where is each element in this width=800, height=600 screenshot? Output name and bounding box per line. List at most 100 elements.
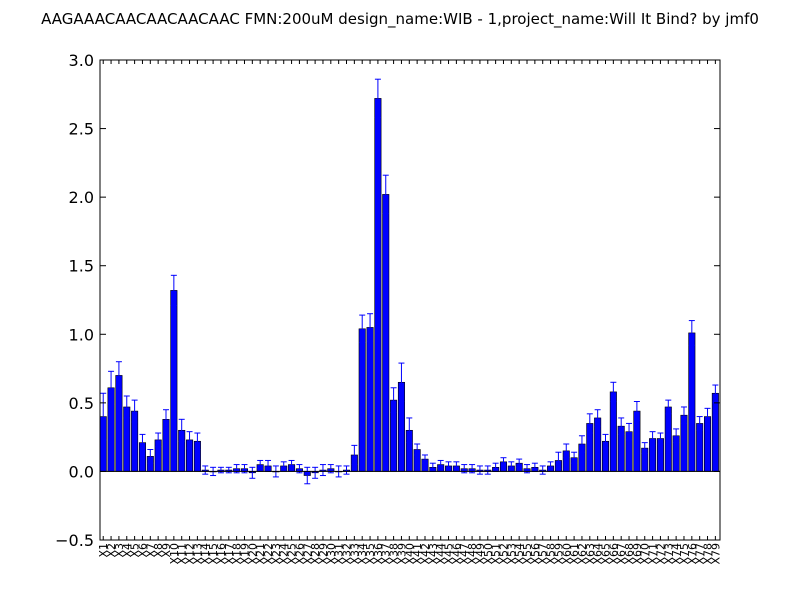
x-tick-label: X79	[709, 543, 722, 565]
x-tick-label: X42	[419, 543, 432, 565]
x-tick-label: X62	[576, 543, 589, 565]
error-bar-X41	[414, 443, 421, 456]
x-tick-label: X76	[686, 543, 699, 565]
x-tick-label: X31	[333, 543, 346, 565]
bar-X37	[382, 194, 390, 472]
error-bar-X35	[367, 313, 374, 342]
error-bar-X39	[398, 362, 405, 402]
error-bar-X44	[437, 459, 444, 470]
x-tick-label: X29	[317, 543, 330, 565]
y-tick-label: 2.5	[69, 120, 94, 139]
error-bar-X54	[516, 458, 523, 468]
y-tick-label: 3.0	[69, 51, 94, 70]
error-bar-X32	[343, 465, 350, 475]
error-bar-X36	[374, 78, 381, 119]
x-tick-label: X19	[238, 543, 251, 565]
error-bar-X63	[586, 413, 593, 434]
error-bar-X70	[641, 442, 648, 455]
x-tick-label: X5	[129, 543, 142, 558]
x-tick-label: X41	[411, 543, 424, 565]
x-tick-label: X11	[176, 543, 189, 565]
error-bar-X5	[131, 399, 138, 423]
y-tick-label: −0.5	[55, 531, 94, 550]
error-bar-X6	[139, 433, 146, 452]
x-tick-label: X30	[325, 543, 338, 565]
x-tick-label: X50	[482, 543, 495, 565]
error-bar-X7	[147, 448, 154, 464]
x-tick-label: X24	[278, 543, 291, 565]
error-bar-X76	[688, 320, 695, 346]
x-tick-label: X45	[443, 543, 456, 565]
x-tick-label: X23	[270, 543, 283, 565]
error-bar-X60	[563, 443, 570, 459]
x-tick-label: X49	[474, 543, 487, 565]
error-bar-X10	[170, 274, 177, 306]
error-bar-X73	[665, 399, 672, 415]
x-tick-label: X72	[654, 543, 667, 565]
x-tick-label: X3	[113, 543, 126, 558]
error-bar-X75	[680, 406, 687, 424]
x-tick-label: X43	[427, 543, 440, 565]
error-bar-X68	[626, 422, 633, 441]
x-tick-label: X56	[529, 543, 542, 565]
error-bar-X62	[578, 435, 585, 453]
error-bar-X2	[108, 370, 115, 405]
y-tick-label: 2.0	[69, 188, 94, 207]
x-tick-label: X71	[647, 543, 660, 565]
error-bar-X78	[704, 407, 711, 426]
x-tick-label: X52	[497, 543, 510, 565]
x-tick-label: X28	[309, 543, 322, 565]
error-bar-X29	[319, 464, 326, 477]
error-bar-X74	[673, 428, 680, 444]
x-tick-label: X25	[286, 543, 299, 565]
x-tick-label: X33	[348, 543, 361, 565]
error-bar-X67	[618, 417, 625, 435]
y-axis: −0.5 0.0 0.5 1.0 1.5 2.0 2.5 3.0	[55, 51, 720, 550]
error-bar-X12	[186, 431, 193, 449]
bar-X76	[688, 332, 696, 472]
error-bar-X65	[602, 433, 609, 449]
error-bar-X66	[610, 381, 617, 402]
x-tick-label: X7	[144, 543, 157, 558]
bar-X34	[358, 328, 366, 472]
error-bar-X33	[351, 444, 358, 466]
x-tick-label: X21	[254, 543, 267, 565]
x-tick-label: X15	[207, 543, 220, 565]
x-tick-label: X54	[513, 543, 526, 565]
error-bar-X20	[249, 466, 256, 479]
x-tick-label: X6	[136, 543, 149, 558]
x-tick-label: X37	[380, 543, 393, 565]
x-tick-label: X65	[599, 543, 612, 565]
error-bar-X21	[257, 459, 264, 470]
error-bar-X42	[421, 454, 428, 464]
x-tick-label: X59	[552, 543, 565, 565]
error-bar-X77	[696, 416, 703, 431]
error-bars-layer	[100, 78, 719, 485]
bar-X3	[115, 375, 123, 472]
x-tick-label: X60	[560, 543, 573, 565]
x-tick-label: X64	[592, 543, 605, 565]
bar-X36	[374, 98, 382, 472]
x-tick-label: X10	[168, 543, 181, 565]
error-bar-X49	[476, 465, 483, 475]
chart-title: AAGAAACAACAACAACAAC FMN:200uM design_nam…	[41, 10, 759, 29]
x-tick-label: X44	[435, 543, 448, 565]
error-bar-X34	[359, 314, 366, 344]
error-bar-X11	[178, 418, 185, 442]
x-tick-label: X27	[301, 543, 314, 565]
x-tick-label: X32	[341, 543, 354, 565]
x-tick-label: X73	[662, 543, 675, 565]
x-tick-label: X51	[490, 543, 503, 565]
error-bar-X40	[406, 417, 413, 444]
bar-X35	[366, 327, 374, 472]
x-tick-label: X16	[215, 543, 228, 565]
error-bar-X59	[555, 451, 562, 470]
error-bar-X25	[288, 459, 295, 470]
x-tick-label: X18	[231, 543, 244, 565]
x-tick-label: X47	[458, 543, 471, 565]
error-bar-X9	[163, 409, 170, 430]
x-tick-label: X36	[372, 543, 385, 565]
error-bar-X37	[382, 174, 389, 215]
x-tick-label: X26	[293, 543, 306, 565]
